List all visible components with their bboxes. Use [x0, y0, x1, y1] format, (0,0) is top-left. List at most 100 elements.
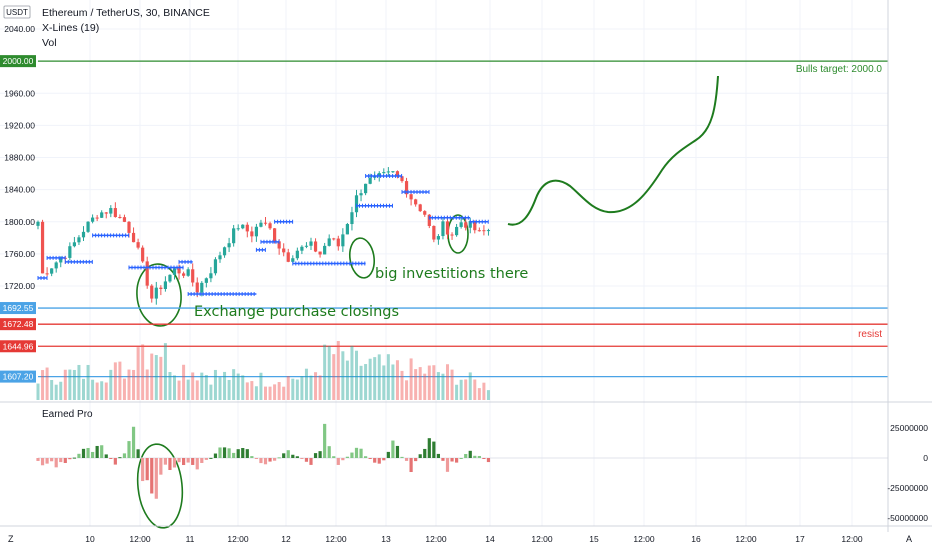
earned-pro-bar: [368, 458, 372, 459]
earned-pro-bar: [277, 457, 281, 459]
volume-bar: [136, 347, 140, 400]
candle-body: [441, 221, 445, 237]
earned-pro-title[interactable]: Earned Pro: [42, 409, 93, 420]
candle-body: [309, 241, 313, 246]
earned-pro-bar: [332, 456, 336, 458]
volume-bar: [186, 379, 190, 400]
forecast-curve: [507, 75, 719, 226]
volume-bar: [304, 368, 308, 400]
volume-bar: [259, 372, 263, 400]
volume-bar: [127, 369, 131, 400]
candle-body: [313, 241, 318, 252]
candle-body: [414, 199, 418, 205]
volume-bar: [59, 381, 63, 400]
earned-pro-bar: [172, 458, 177, 468]
time-axis[interactable]: 10 12:00 11 12:00 12 12:00 13 12:00 14 12:00 15 12:…: [85, 534, 863, 544]
volume-bar: [77, 364, 81, 400]
price-tick-label: 1800.00: [4, 217, 35, 227]
earned-pro-bar: [136, 449, 140, 458]
volume-bar: [232, 369, 236, 400]
volume-bar: [82, 378, 85, 400]
earned-pro-bars: [36, 423, 888, 499]
earned-pro-bar: [163, 458, 167, 465]
candle-body: [136, 242, 140, 248]
earned-pro-bar: [268, 458, 272, 462]
candle-body: [72, 242, 76, 247]
volume-bar: [145, 369, 149, 400]
volume-bar: [213, 369, 217, 400]
volume-bar: [72, 369, 76, 400]
earned-pro-bar: [63, 458, 67, 463]
volume-title[interactable]: Vol: [42, 37, 57, 49]
osc-tick-label: -25000000: [887, 483, 928, 493]
volume-bar: [405, 380, 409, 400]
candle-body: [323, 245, 327, 255]
price-levels[interactable]: [38, 60, 888, 378]
volume-bar: [350, 345, 354, 400]
indicator-title[interactable]: X-Lines (19): [42, 22, 99, 34]
volume-bar: [418, 367, 422, 400]
earned-pro-bar: [382, 458, 386, 461]
candle-body: [436, 236, 440, 240]
volume-bar: [373, 357, 377, 400]
candle-body: [473, 221, 477, 231]
candle-body: [168, 274, 172, 282]
candle-body: [341, 234, 345, 247]
level-badge: [0, 370, 36, 383]
candle-body: [209, 273, 213, 279]
candle-body: [141, 247, 145, 262]
time-tick-label: 14: [485, 534, 495, 544]
annotation-bulls: Bulls target: 2000.0: [796, 64, 883, 75]
earned-pro-bar: [486, 458, 491, 463]
circle-earned-pro: [136, 443, 184, 529]
currency-box: [3, 5, 31, 19]
volume-bar: [141, 344, 145, 400]
level-badge-label: 2000.00: [3, 56, 34, 66]
volume-bar: [45, 367, 49, 400]
candle-body: [77, 237, 81, 243]
candle-body: [104, 212, 108, 214]
time-tick-label: 17: [795, 534, 805, 544]
candle-body: [345, 224, 349, 235]
price-tick-label: 2040.00: [4, 24, 35, 34]
time-tick-label: 10: [85, 534, 95, 544]
volume-bar: [86, 364, 90, 400]
candle-body: [222, 247, 227, 256]
price-axis[interactable]: 1720.00 1760.00 1800.00 1840.00 1880.00 1920.…: [0, 24, 36, 383]
earned-pro-bar: [141, 458, 145, 482]
level-badge-label: 1692.55: [3, 303, 34, 313]
candle-body: [50, 268, 54, 274]
candle-body: [218, 255, 222, 260]
earned-pro-bar: [113, 458, 117, 465]
volume-bar: [345, 360, 349, 400]
volume-bar: [204, 375, 208, 400]
candle-body: [482, 230, 486, 232]
level-badge: [0, 318, 36, 331]
earned-pro-bar: [468, 450, 472, 458]
candle-body: [400, 176, 404, 182]
grid-lines: [0, 0, 888, 526]
earned-pro-bar: [309, 458, 313, 465]
earned-pro-bar: [245, 449, 249, 458]
timezone-button[interactable]: Z: [8, 534, 14, 544]
earned-pro-bar: [418, 454, 422, 458]
candle-body: [464, 222, 468, 228]
earned-pro-bar: [118, 457, 122, 459]
earned-pro-bar: [423, 448, 427, 458]
earned-pro-bar: [291, 454, 295, 458]
earned-pro-bar: [304, 458, 309, 462]
candle-body: [232, 228, 236, 244]
earned-pro-bar: [209, 457, 213, 459]
auto-scale-button[interactable]: A: [906, 534, 912, 544]
volume-bar: [486, 390, 490, 400]
circle-investitions: [348, 237, 376, 279]
candle-body: [273, 228, 277, 242]
volume-bar: [273, 384, 277, 400]
candle-body: [236, 228, 240, 230]
time-tick-label: 16: [691, 534, 701, 544]
volume-bar: [236, 373, 240, 400]
volume-bar: [250, 381, 254, 400]
earned-pro-bar: [241, 448, 245, 458]
candle-body: [68, 246, 72, 258]
